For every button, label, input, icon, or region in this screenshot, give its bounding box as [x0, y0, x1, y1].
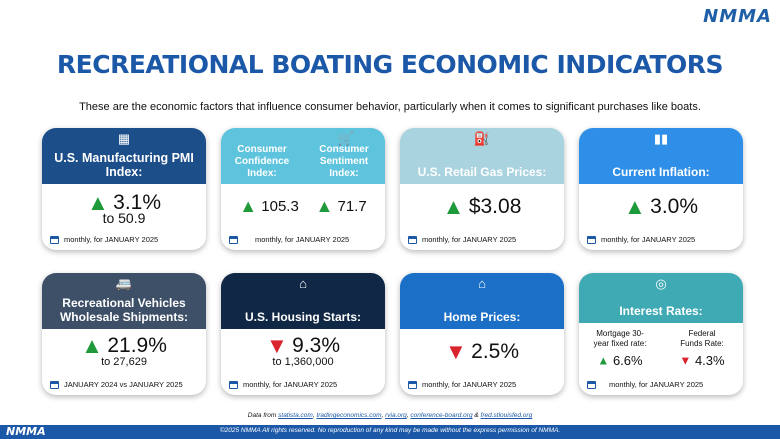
- source-link-rvia[interactable]: rvia.org: [385, 412, 407, 419]
- indicator-subvalue: to 50.9: [102, 210, 146, 226]
- footer-bar: NMMA ©2025 NMMA All rights reserved. No …: [0, 425, 780, 439]
- sentiment-value: 71.7: [337, 198, 367, 215]
- arrow-up-icon: ▲: [597, 353, 610, 368]
- indicator-value: 3.0%: [650, 195, 699, 218]
- calendar-icon: [587, 235, 596, 244]
- card-body: ▲ 105.3 ▲ 71.7 monthly, for JANUARY 2025: [221, 184, 385, 250]
- card-manufacturing-pmi: ▦ U.S. Manufacturing PMI Index: ▲ 3.1% t…: [42, 128, 206, 250]
- card-header: ⛽ U.S. Retail Gas Prices:: [400, 128, 564, 184]
- card-body: ▲ 21.9% to 27,629 JANUARY 2024 vs JANUAR…: [42, 329, 206, 395]
- arrow-up-icon: ▲: [81, 333, 103, 358]
- card-interest-rates: ◎ Interest Rates: Mortgage 30-year fixed…: [579, 273, 743, 395]
- arrow-down-icon: ▼: [265, 333, 288, 358]
- source-link-conference-board[interactable]: conference-board.org: [410, 412, 473, 419]
- card-header: 🛒 Consumer Confidence Index: Consumer Se…: [221, 128, 385, 184]
- card-retail-gas: ⛽ U.S. Retail Gas Prices: ▲ $3.08 monthl…: [400, 128, 564, 250]
- card-housing-starts: ⌂ U.S. Housing Starts: ▼ 9.3% to 1,360,0…: [221, 273, 385, 395]
- card-label: U.S. Housing Starts:: [244, 310, 361, 324]
- indicator-value: 21.9%: [107, 334, 167, 357]
- house-dollar-icon: ⌂: [478, 276, 486, 291]
- coin-icon: ◎: [655, 276, 667, 291]
- nmma-logo: NMMA: [703, 6, 772, 27]
- card-header: ⌂ U.S. Housing Starts:: [221, 273, 385, 329]
- arrow-up-icon: ▲: [315, 196, 334, 216]
- arrow-up-icon: ▲: [623, 194, 646, 219]
- factory-icon: ▦: [117, 131, 131, 146]
- footer-logo: NMMA: [6, 425, 46, 438]
- card-label-right: Consumer Sentiment Index:: [319, 144, 369, 179]
- page-subtitle: These are the economic factors that infl…: [79, 101, 701, 113]
- indicator-value: $3.08: [468, 195, 522, 218]
- source-link-tradingeconomics[interactable]: tradingeconomics.com: [316, 412, 382, 419]
- source-link-fred[interactable]: fred.stlouisfed.org: [480, 412, 533, 419]
- card-footnote: monthly, for JANUARY 2025: [255, 235, 350, 244]
- house-percent-icon: ⌂: [299, 276, 307, 291]
- card-body: ▼ 2.5% monthly, for JANUARY 2025: [400, 329, 564, 395]
- card-footnote: monthly, for JANUARY 2025: [64, 235, 159, 244]
- calendar-icon: [408, 235, 417, 244]
- calendar-icon: [587, 380, 596, 389]
- card-body: ▼ 9.3% to 1,360,000 monthly, for JANUARY…: [221, 329, 385, 395]
- card-header: ▦ U.S. Manufacturing PMI Index:: [42, 128, 206, 184]
- arrow-down-icon: ▼: [444, 339, 467, 364]
- card-footnote: monthly, for JANUARY 2025: [422, 235, 517, 244]
- data-prefix: Data from: [247, 412, 279, 419]
- card-header: ◎ Interest Rates:: [579, 273, 743, 323]
- card-header: ▮▮ Current Inflation:: [579, 128, 743, 184]
- card-label-left: Consumer Confidence Index:: [234, 144, 290, 179]
- cart-icon: 🛒: [337, 131, 354, 146]
- federal-funds-label: Federal Funds Rate:: [680, 329, 724, 348]
- confidence-value: 105.3: [261, 198, 299, 215]
- indicator-value: 2.5%: [471, 340, 520, 363]
- card-label: Interest Rates:: [619, 304, 703, 318]
- card-header: ⌂ Home Prices:: [400, 273, 564, 329]
- gas-pump-icon: ⛽: [473, 131, 491, 146]
- card-label: Recreational Vehicles Wholesale Shipment…: [59, 296, 189, 324]
- arrow-up-icon: ▲: [86, 190, 109, 215]
- card-label: Home Prices:: [443, 310, 521, 324]
- card-footnote: monthly, for JANUARY 2025: [243, 380, 338, 389]
- card-footnote: monthly, for JANUARY 2025: [609, 380, 704, 389]
- copyright-text: ©2025 NMMA All rights reserved. No repro…: [219, 427, 561, 434]
- card-label: U.S. Retail Gas Prices:: [417, 165, 547, 179]
- calendar-icon: [229, 235, 238, 244]
- mortgage-rate-label: Mortgage 30-year fixed rate:: [593, 329, 647, 348]
- rv-icon: 🚐: [115, 276, 133, 291]
- card-footnote: monthly, for JANUARY 2025: [601, 235, 696, 244]
- calendar-icon: [50, 235, 59, 244]
- indicator-value: 9.3%: [292, 334, 341, 357]
- calendar-icon: [50, 380, 59, 389]
- card-body: Mortgage 30-year fixed rate: ▲ 6.6% Fede…: [579, 323, 743, 395]
- card-current-inflation: ▮▮ Current Inflation: ▲ 3.0% monthly, fo…: [579, 128, 743, 250]
- card-footnote: monthly, for JANUARY 2025: [422, 380, 517, 389]
- page-title: RECREATIONAL BOATING ECONOMIC INDICATORS: [56, 50, 724, 79]
- card-body: ▲ 3.1% to 50.9 monthly, for JANUARY 2025: [42, 184, 206, 250]
- indicator-value: 3.1%: [113, 191, 162, 214]
- federal-funds-value: 4.3%: [694, 353, 725, 369]
- data-sources: Data from statista.com, tradingeconomics…: [247, 412, 533, 419]
- indicator-subvalue: to 1,360,000: [272, 356, 334, 368]
- arrow-down-icon: ▼: [679, 353, 692, 368]
- card-body: ▲ $3.08 monthly, for JANUARY 2025: [400, 184, 564, 250]
- card-home-prices: ⌂ Home Prices: ▼ 2.5% monthly, for JANUA…: [400, 273, 564, 395]
- mortgage-rate-value: 6.6%: [612, 353, 643, 369]
- calendar-icon: [408, 380, 417, 389]
- card-label: U.S. Manufacturing PMI Index:: [54, 151, 194, 179]
- calendar-icon: [229, 380, 238, 389]
- indicator-subvalue: to 27,629: [101, 356, 147, 368]
- arrow-up-icon: ▲: [442, 194, 465, 219]
- bar-chart-icon: ▮▮: [653, 131, 669, 146]
- source-link-statista[interactable]: statista.com: [278, 412, 313, 419]
- card-header: 🚐 Recreational Vehicles Wholesale Shipme…: [42, 273, 206, 329]
- card-rv-shipments: 🚐 Recreational Vehicles Wholesale Shipme…: [42, 273, 206, 395]
- card-footnote: JANUARY 2024 vs JANUARY 2025: [64, 380, 183, 389]
- card-label: Current Inflation:: [612, 165, 710, 179]
- card-body: ▲ 3.0% monthly, for JANUARY 2025: [579, 184, 743, 250]
- arrow-up-icon: ▲: [239, 196, 258, 216]
- card-consumer-confidence: 🛒 Consumer Confidence Index: Consumer Se…: [221, 128, 385, 250]
